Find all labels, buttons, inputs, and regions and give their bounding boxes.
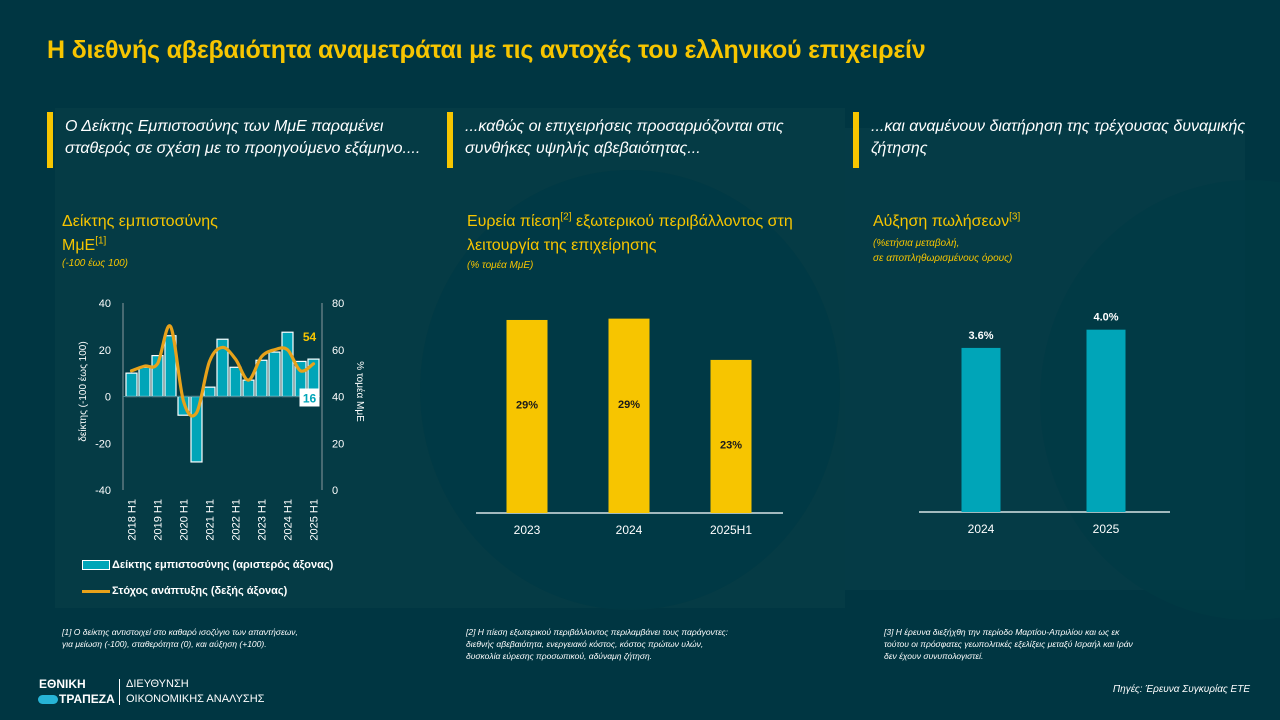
footnote-line: [2] Η πίεση εξωτερικού περιβάλλοντος περ… bbox=[466, 627, 728, 637]
left-axis-tick-label: -20 bbox=[95, 438, 111, 450]
x-axis-tick-label: 2021 H1 bbox=[205, 499, 217, 541]
section-lead-3: ...και αναμένουν διατήρηση της τρέχουσας… bbox=[853, 112, 1253, 168]
legend-item-line: Στόχος ανάπτυξης (δεξής άξονας) bbox=[82, 585, 287, 597]
footnote-line: διεθνής αβεβαιότητα, ενεργειακό κόστος, … bbox=[466, 639, 704, 649]
bar-data-label: 29% bbox=[618, 399, 640, 411]
footnote-line: [1] Ο δείκτης αντιστοιχεί στο καθαρό ισο… bbox=[62, 627, 298, 637]
right-axis-tick-label: 60 bbox=[332, 345, 344, 357]
bar bbox=[710, 359, 752, 513]
bar bbox=[961, 347, 1001, 512]
x-axis-tick-label: 2025 bbox=[1093, 522, 1120, 536]
department-name: ΔΙΕΥΘΥΝΣΗ ΟΙΚΟΝΟΜΙΚΗΣ ΑΝΑΛΥΣΗΣ bbox=[126, 677, 264, 707]
chart3-subtitle-1: (%ετήσια μεταβολή, bbox=[873, 238, 960, 249]
footnote-2: [2] Η πίεση εξωτερικού περιβάλλοντος περ… bbox=[466, 626, 728, 662]
footnote-line: τούτου οι πρόσφατες γεωπολιτικές εξελίξε… bbox=[884, 639, 1133, 649]
chart3-subtitle-2: σε αποπληθωρισμένους όρους) bbox=[873, 253, 1013, 264]
chart3-title: Αύξηση πωλήσεων[3] bbox=[873, 210, 1020, 234]
chart1-title-text: Δείκτης εμπιστοσύνης ΜμΕ bbox=[62, 213, 218, 254]
left-axis-tick-label: 0 bbox=[105, 392, 111, 404]
left-axis-tick-label: 40 bbox=[99, 298, 111, 310]
chart2-title-text-b: εξωτερικού περιβάλλοντος στη λειτουργία … bbox=[467, 213, 793, 254]
bar bbox=[125, 372, 138, 398]
bar bbox=[608, 318, 650, 513]
bar bbox=[203, 386, 216, 398]
logo-text-1: ΕΘΝΙΚΗ bbox=[39, 677, 86, 691]
legend-label: Στόχος ανάπτυξης (δεξής άξονας) bbox=[112, 585, 288, 597]
x-axis-tick-label: 2024 bbox=[616, 523, 643, 537]
chart2-title-text-a: Ευρεία πίεση bbox=[467, 213, 561, 230]
chart3-footnote-ref: [3] bbox=[1009, 211, 1021, 223]
footnote-line: δεν έχουν συνυπολογιστεί. bbox=[884, 651, 984, 661]
right-axis-title: % τομέα ΜμΕ bbox=[354, 361, 366, 422]
footnote-3: [3] Η έρευνα διεξήχθη την περίοδο Μαρτίο… bbox=[884, 626, 1133, 662]
page-title: Η διεθνής αβεβαιότητα αναμετράται με τις… bbox=[47, 36, 926, 64]
section-lead-2: ...καθώς οι επιχειρήσεις προσαρμόζονται … bbox=[447, 112, 847, 168]
department-line-1: ΔΙΕΥΘΥΝΣΗ bbox=[126, 678, 189, 690]
bar bbox=[1086, 329, 1126, 512]
bar bbox=[268, 351, 281, 398]
footnote-1: [1] Ο δείκτης αντιστοιχεί στο καθαρό ισο… bbox=[62, 626, 298, 650]
right-axis-tick-label: 80 bbox=[332, 298, 344, 310]
right-axis-tick-label: 40 bbox=[332, 392, 344, 404]
bar-data-label: 3.6% bbox=[968, 330, 993, 342]
bar bbox=[281, 331, 294, 398]
footnote-line: [3] Η έρευνα διεξήχθη την περίοδο Μαρτίο… bbox=[884, 627, 1120, 637]
bank-logo: ΕΘΝΙΚΗ ΤΡΑΠΕΖΑ bbox=[38, 677, 115, 707]
chart2-subtitle: (% τομέα ΜμΕ) bbox=[467, 260, 534, 271]
source-note: Πηγές: Έρευνα Συγκυρίας ΕΤΕ bbox=[1112, 684, 1250, 695]
bar bbox=[242, 379, 255, 398]
legend-swatch-line bbox=[82, 589, 110, 593]
bar bbox=[138, 366, 151, 398]
section-lead-1: Ο Δείκτης Εμπιστοσύνης των ΜμΕ παραμένει… bbox=[47, 112, 447, 168]
left-axis-tick-label: -40 bbox=[95, 485, 111, 497]
x-axis-tick-label: 2022 H1 bbox=[231, 499, 243, 541]
line-data-label: 54 bbox=[303, 330, 317, 344]
x-axis-tick-label: 2018 H1 bbox=[127, 499, 139, 541]
bar-data-label: 16 bbox=[303, 392, 317, 406]
right-axis-tick-label: 0 bbox=[332, 485, 338, 497]
logo-pill-icon bbox=[38, 695, 58, 705]
footnote-line: για μείωση (-100), σταθερότητα (0), και … bbox=[62, 639, 267, 649]
growth-target-line bbox=[129, 324, 316, 418]
footnote-line: δυσκολία εύρεσης προσωπικού, αδύναμη ζήτ… bbox=[466, 651, 653, 661]
chart2-title: Ευρεία πίεση[2] εξωτερικού περιβάλλοντος… bbox=[467, 210, 847, 258]
legend-label: Δείκτης εμπιστοσύνης (αριστερός άξονας) bbox=[112, 559, 334, 571]
chart1-subtitle: (-100 έως 100) bbox=[62, 258, 128, 269]
bar-data-label: 4.0% bbox=[1093, 312, 1118, 324]
bar bbox=[506, 319, 548, 513]
chart2-footnote-ref: [2] bbox=[560, 211, 572, 223]
left-axis-tick-label: 20 bbox=[99, 345, 111, 357]
bar-data-label-box bbox=[299, 388, 320, 407]
bar bbox=[229, 366, 242, 398]
right-axis-tick-label: 20 bbox=[332, 438, 344, 450]
left-axis-title: δείκτης (-100 έως 100) bbox=[77, 341, 89, 441]
bar-data-label: 23% bbox=[720, 439, 742, 451]
legend-swatch-bar bbox=[82, 560, 110, 570]
logo-line-2: ΤΡΑΠΕΖΑ bbox=[38, 692, 115, 707]
x-axis-tick-label: 2023 H1 bbox=[257, 499, 269, 541]
x-axis-tick-label: 2020 H1 bbox=[179, 499, 191, 541]
x-axis-tick-label: 2024 bbox=[968, 522, 995, 536]
chart1-title: Δείκτης εμπιστοσύνης ΜμΕ[1] bbox=[62, 210, 262, 258]
department-line-2: ΟΙΚΟΝΟΜΙΚΗΣ ΑΝΑΛΥΣΗΣ bbox=[126, 693, 265, 705]
logo-text-2: ΤΡΑΠΕΖΑ bbox=[59, 692, 115, 706]
x-axis-tick-label: 2024 H1 bbox=[283, 499, 295, 541]
logo-divider bbox=[119, 679, 120, 705]
x-axis-tick-label: 2019 H1 bbox=[153, 499, 165, 541]
chart3-title-text: Αύξηση πωλήσεων bbox=[873, 213, 1010, 230]
legend-item-bars: Δείκτης εμπιστοσύνης (αριστερός άξονας) bbox=[82, 559, 333, 571]
x-axis-tick-label: 2023 bbox=[514, 523, 541, 537]
x-axis-tick-label: 2025 H1 bbox=[309, 499, 321, 541]
x-axis-tick-label: 2025H1 bbox=[710, 523, 752, 537]
bar-data-label: 29% bbox=[516, 399, 538, 411]
chart1-footnote-ref: [1] bbox=[95, 235, 107, 247]
